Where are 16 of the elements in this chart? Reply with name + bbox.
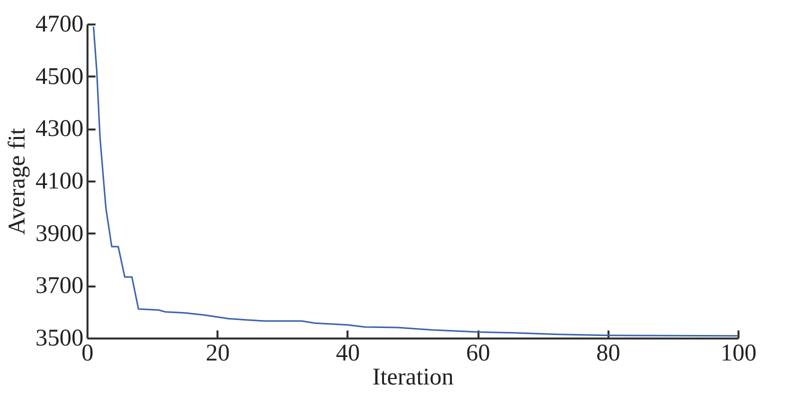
x-tick-label: 0: [82, 340, 94, 366]
x-axis-title: Iteration: [372, 364, 454, 390]
y-tick-label: 3500: [36, 326, 84, 352]
x-tick-label: 20: [206, 340, 230, 366]
y-tick-label: 3900: [36, 220, 84, 247]
x-tick-label: 60: [466, 340, 490, 366]
y-tick-label: 4500: [36, 64, 84, 90]
y-tick-label: 3700: [36, 273, 84, 300]
y-axis-title: Average fit: [4, 128, 30, 235]
y-tick-label: 4300: [36, 116, 84, 142]
y-tick-label: 4700: [36, 12, 84, 38]
x-tick-label: 80: [596, 340, 620, 366]
x-tick-label: 40: [336, 340, 360, 366]
y-tick-label: 4100: [36, 168, 84, 194]
x-tick-label: 100: [720, 340, 756, 366]
line-series: [92, 26, 739, 337]
